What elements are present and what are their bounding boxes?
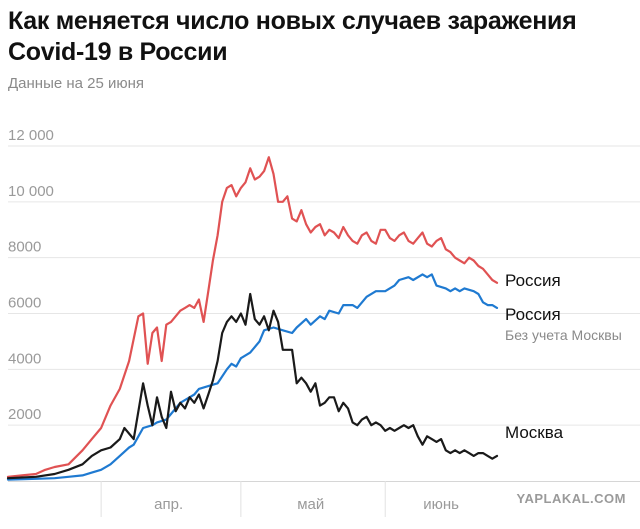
series-layer (6, 156, 499, 481)
series-line-russia (6, 156, 499, 478)
series-label-moscow: Москва (505, 423, 564, 442)
chart-title: Как меняется число новых случаев заражен… (8, 7, 577, 66)
y-tick-label: 6000 (8, 295, 41, 312)
label-layer: Россия Россия Без учета Москвы Москва (505, 271, 622, 442)
series-line-moscow (6, 292, 499, 480)
grid-layer (8, 145, 640, 517)
y-tick-label: 10 000 (8, 183, 54, 200)
watermark: YAPLAKAL.COM (516, 491, 626, 506)
series-sublabel: Без учета Москвы (505, 327, 622, 343)
series-label-russia: Россия (505, 271, 561, 290)
axis-layer: 2000 4000 6000 8000 10 000 12 000 апр. май июнь (8, 127, 459, 513)
x-tick-label: май (297, 496, 324, 513)
series-label-russia-ex-moscow: Россия (505, 305, 561, 324)
y-tick-label: 8000 (8, 239, 41, 256)
x-tick-label: июнь (423, 496, 459, 513)
y-tick-label: 12 000 (8, 127, 54, 144)
chart-subtitle: Данные на 25 июня (8, 75, 145, 92)
y-tick-label: 4000 (8, 350, 41, 367)
y-tick-label: 2000 (8, 406, 41, 423)
x-tick-label: апр. (154, 496, 183, 513)
series-line-russia-ex-moscow (6, 273, 499, 481)
